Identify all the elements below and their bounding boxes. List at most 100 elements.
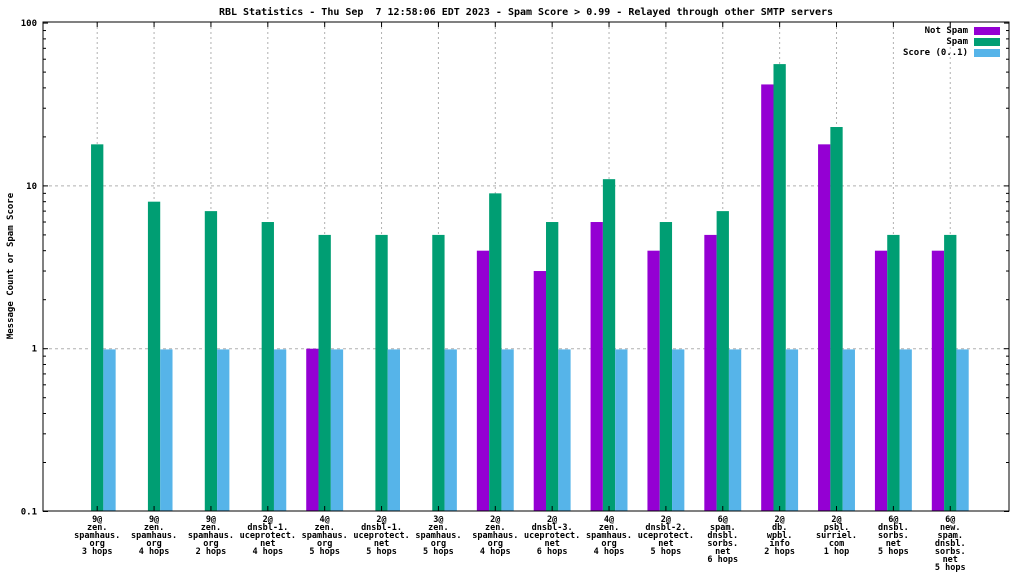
bar-score-0-1-: [785, 349, 799, 511]
bar-not-spam: [704, 234, 717, 511]
bar-score-0-1-: [217, 349, 230, 511]
x-category-label: 4 hops: [594, 547, 625, 557]
bar-spam: [944, 234, 957, 511]
x-category-label: 2@: [376, 515, 386, 525]
bar-not-spam: [931, 250, 945, 511]
x-category-label: spamhaus.: [472, 531, 518, 541]
x-category-label: 2@: [831, 515, 841, 525]
x-category-label: zen.: [314, 523, 334, 533]
bar-spam: [318, 234, 331, 511]
x-category-label: zen.: [201, 523, 221, 533]
legend-swatch-score: [974, 49, 1000, 57]
x-category-label: dnsbl-3.: [532, 523, 573, 533]
bar-score-0-1-: [842, 349, 855, 511]
legend-item-not-spam: Not Spam: [903, 26, 1000, 36]
bar-spam: [489, 193, 502, 512]
x-category-label: 4 hops: [480, 547, 511, 557]
legend-item-score: Score (0..1): [902, 48, 1000, 58]
x-category-label: net: [658, 539, 673, 549]
bar-score-0-1-: [444, 349, 457, 511]
bar-score-0-1-: [330, 349, 344, 511]
x-category-label: 3@: [433, 515, 443, 525]
bar-not-spam: [306, 348, 319, 511]
x-category-label: 2@: [661, 515, 671, 525]
bar-score-0-1-: [160, 349, 173, 511]
x-category-label: dnsbl.: [878, 523, 909, 533]
x-category-label: uceprotect.: [240, 531, 296, 541]
bar-not-spam: [874, 250, 888, 511]
x-category-label: 9@: [149, 515, 159, 525]
x-category-label: 4@: [320, 515, 330, 525]
legend-label-score: Score (0..1): [902, 48, 968, 58]
x-category-label: 1 hop: [824, 547, 850, 557]
x-category-label: 6 hops: [707, 555, 738, 565]
x-category-label: new.: [940, 523, 960, 533]
bar-spam: [432, 234, 445, 511]
x-category-label: dnsbl.: [935, 539, 966, 549]
y-tick-label: 10: [26, 182, 37, 192]
x-category-label: 4 hops: [139, 547, 170, 557]
x-category-label: 5 hops: [309, 547, 340, 557]
bar-spam: [546, 222, 559, 512]
x-category-label: net: [715, 547, 730, 557]
x-category-label: zen.: [485, 523, 505, 533]
x-category-label: org: [203, 539, 218, 549]
y-tick-label: 0.1: [21, 508, 37, 518]
plot-border: [42, 21, 1010, 512]
x-category-label: 4 hops: [252, 547, 283, 557]
x-category-label: net: [943, 555, 958, 565]
x-category-label: dnsbl-1.: [361, 523, 402, 533]
x-category-label: 5 hops: [935, 563, 966, 573]
bar-not-spam: [533, 271, 547, 511]
x-category-label: com: [829, 539, 844, 549]
bar-not-spam: [761, 84, 774, 512]
x-category-label: net: [544, 539, 559, 549]
x-category-label: psbl.: [824, 523, 850, 533]
x-category-label: spamhaus.: [74, 531, 120, 541]
x-category-label: surriel.: [816, 530, 857, 541]
x-category-label: wpbl.: [767, 531, 793, 541]
x-category-label: 9@: [206, 515, 216, 525]
bar-not-spam: [818, 144, 831, 512]
bar-not-spam: [590, 222, 603, 512]
x-category-label: 5 hops: [366, 547, 397, 557]
bar-spam: [602, 179, 616, 512]
x-category-label: org: [317, 539, 332, 549]
x-category-label: 2@: [263, 515, 273, 525]
bar-score-0-1-: [899, 349, 912, 511]
x-category-label: info: [769, 538, 789, 549]
bar-spam: [204, 211, 218, 511]
x-category-label: dnsbl-1.: [247, 523, 288, 533]
legend: Not Spam Spam Score (0..1): [903, 27, 1000, 60]
bar-spam: [716, 211, 729, 511]
x-category-label: org: [90, 539, 105, 549]
x-category-label: spamhaus.: [302, 531, 348, 541]
legend-swatch-spam: [974, 38, 1000, 46]
x-category-label: 6@: [945, 515, 955, 525]
bar-score-0-1-: [672, 349, 685, 511]
x-category-label: org: [146, 539, 161, 549]
x-category-label: 5 hops: [423, 547, 454, 557]
bar-spam: [773, 64, 786, 512]
x-category-label: spamhaus.: [415, 531, 461, 541]
y-tick-label: 100: [21, 19, 37, 29]
bar-spam: [375, 234, 388, 511]
bar-spam: [91, 144, 104, 512]
x-category-label: 6@: [718, 515, 728, 525]
x-category-label: org: [431, 539, 446, 549]
x-category-label: 5 hops: [878, 547, 909, 557]
x-category-label: net: [886, 539, 901, 549]
x-category-label: 2 hops: [764, 547, 795, 557]
chart-title: RBL Statistics - Thu Sep 7 12:58:06 EDT …: [218, 7, 834, 18]
bar-score-0-1-: [387, 349, 400, 511]
bar-spam: [659, 222, 673, 512]
x-category-label: zen.: [144, 523, 164, 533]
x-category-label: spam.: [710, 523, 736, 533]
x-category-label: spamhaus.: [188, 531, 234, 541]
x-category-label: org: [601, 539, 616, 549]
legend-swatch-not-spam: [974, 27, 1000, 35]
x-category-label: 2@: [775, 515, 785, 525]
legend-label-not-spam: Not Spam: [924, 26, 968, 36]
x-category-label: dnsbl.: [707, 531, 738, 541]
